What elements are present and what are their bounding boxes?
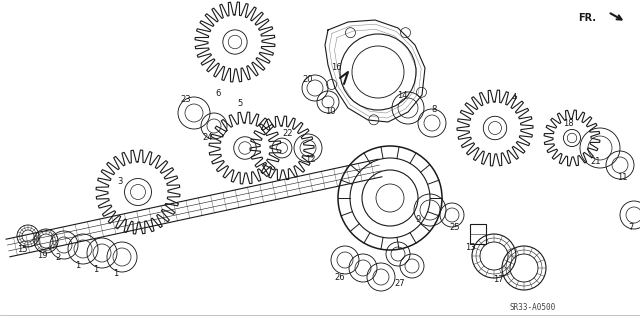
Text: 5: 5 xyxy=(237,100,243,108)
Text: 21: 21 xyxy=(591,158,601,167)
Text: 20: 20 xyxy=(303,76,313,85)
Bar xyxy=(470,224,486,244)
Text: SR33-A0500: SR33-A0500 xyxy=(510,303,556,313)
Text: 23: 23 xyxy=(180,95,191,105)
Text: 15: 15 xyxy=(17,246,28,255)
Text: 2: 2 xyxy=(56,254,61,263)
Text: FR.: FR. xyxy=(578,13,596,23)
Text: 10: 10 xyxy=(324,108,335,116)
Text: 1: 1 xyxy=(76,261,81,270)
Text: 8: 8 xyxy=(431,106,436,115)
Text: 4: 4 xyxy=(511,93,516,102)
Text: 27: 27 xyxy=(395,279,405,288)
Text: 9: 9 xyxy=(415,216,420,225)
Text: 7: 7 xyxy=(628,224,634,233)
Text: 12: 12 xyxy=(305,155,316,165)
Text: 26: 26 xyxy=(335,273,346,283)
Text: 24: 24 xyxy=(203,133,213,143)
Text: 22: 22 xyxy=(283,130,293,138)
Text: 13: 13 xyxy=(465,243,476,253)
Text: 17: 17 xyxy=(493,276,503,285)
Text: 6: 6 xyxy=(215,90,221,99)
Text: 19: 19 xyxy=(36,251,47,261)
Text: 16: 16 xyxy=(331,63,341,72)
Text: 14: 14 xyxy=(397,91,407,100)
Text: 25: 25 xyxy=(450,224,460,233)
Text: 11: 11 xyxy=(617,174,627,182)
Text: 3: 3 xyxy=(117,177,123,187)
Text: 1: 1 xyxy=(93,265,99,275)
Text: 18: 18 xyxy=(563,120,573,129)
Text: 1: 1 xyxy=(113,270,118,278)
